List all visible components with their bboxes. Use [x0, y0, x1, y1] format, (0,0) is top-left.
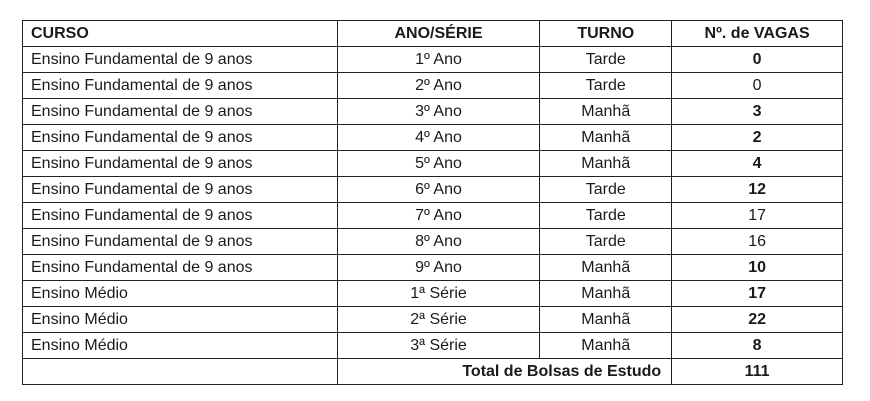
cell-curso: Ensino Fundamental de 9 anos [22, 176, 338, 203]
header-curso: CURSO [22, 20, 338, 47]
table-row: Ensino Fundamental de 9 anos 8º Ano Tarde 1… [22, 228, 843, 255]
cell-ano-serie: 2ª Série [336, 306, 541, 333]
cell-ano-serie: 5º Ano [336, 150, 541, 177]
cell-turno: Tarde [539, 228, 673, 255]
cell-turno: Tarde [539, 46, 673, 73]
cell-turno: Tarde [539, 176, 673, 203]
header-ano-serie: ANO/SÉRIE [336, 20, 541, 47]
header-row: CURSO ANO/SÉRIE TURNO Nº. de VAGAS [22, 20, 843, 47]
cell-turno: Manhã [539, 150, 673, 177]
table-row: Ensino Fundamental de 9 anos 4º Ano Manhã 2 [22, 124, 843, 151]
cell-curso: Ensino Médio [22, 306, 338, 333]
table-row: Ensino Fundamental de 9 anos 5º Ano Manhã 4 [22, 150, 843, 177]
cell-vagas: 0 [671, 72, 843, 99]
total-row: Total de Bolsas de Estudo 111 [22, 358, 843, 385]
cell-turno: Manhã [539, 98, 673, 125]
cell-curso: Ensino Fundamental de 9 anos [22, 46, 338, 73]
cell-vagas: 4 [671, 150, 843, 177]
cell-ano-serie: 8º Ano [336, 228, 541, 255]
cell-curso: Ensino Fundamental de 9 anos [22, 228, 338, 255]
cell-ano-serie: 4º Ano [336, 124, 541, 151]
cell-ano-serie: 2º Ano [336, 72, 541, 99]
cell-ano-serie: 7º Ano [336, 202, 541, 229]
cell-curso: Ensino Médio [22, 332, 338, 359]
cell-curso: Ensino Fundamental de 9 anos [22, 202, 338, 229]
cell-ano-serie: 3º Ano [336, 98, 541, 125]
cell-turno: Manhã [539, 332, 673, 359]
cell-curso: Ensino Fundamental de 9 anos [22, 72, 338, 99]
cell-ano-serie: 1º Ano [336, 46, 541, 73]
cell-curso: Ensino Fundamental de 9 anos [22, 124, 338, 151]
cell-ano-serie: 1ª Série [336, 280, 541, 307]
cell-curso: Ensino Fundamental de 9 anos [22, 254, 338, 281]
cell-turno: Manhã [539, 124, 673, 151]
cell-turno: Tarde [539, 202, 673, 229]
cell-vagas: 17 [671, 202, 843, 229]
cell-ano-serie: 9º Ano [336, 254, 541, 281]
cell-vagas: 0 [671, 46, 843, 73]
cell-turno: Manhã [539, 306, 673, 333]
table-row: Ensino Fundamental de 9 anos 2º Ano Tarde 0 [22, 72, 843, 99]
total-spacer [22, 358, 338, 385]
cell-vagas: 12 [671, 176, 843, 203]
cell-turno: Manhã [539, 280, 673, 307]
header-turno: TURNO [539, 20, 673, 47]
cell-ano-serie: 6º Ano [336, 176, 541, 203]
cell-vagas: 3 [671, 98, 843, 125]
header-vagas: Nº. de VAGAS [671, 20, 843, 47]
cell-curso: Ensino Fundamental de 9 anos [22, 150, 338, 177]
cell-ano-serie: 3ª Série [336, 332, 541, 359]
total-label: Total de Bolsas de Estudo [336, 358, 673, 385]
vacancies-table: CURSO ANO/SÉRIE TURNO Nº. de VAGAS Ensin… [22, 20, 843, 385]
cell-vagas: 22 [671, 306, 843, 333]
cell-curso: Ensino Médio [22, 280, 338, 307]
cell-curso: Ensino Fundamental de 9 anos [22, 98, 338, 125]
cell-vagas: 16 [671, 228, 843, 255]
cell-vagas: 10 [671, 254, 843, 281]
table-row: Ensino Fundamental de 9 anos 9º Ano Manhã 1… [22, 254, 843, 281]
cell-vagas: 8 [671, 332, 843, 359]
cell-vagas: 17 [671, 280, 843, 307]
table-row: Ensino Médio 3ª Série Manhã 8 [22, 332, 843, 359]
table-row: Ensino Fundamental de 9 anos 7º Ano Tarde 1… [22, 202, 843, 229]
total-value: 111 [671, 358, 843, 385]
cell-vagas: 2 [671, 124, 843, 151]
cell-turno: Manhã [539, 254, 673, 281]
table-row: Ensino Fundamental de 9 anos 1º Ano Tarde 0 [22, 46, 843, 73]
cell-turno: Tarde [539, 72, 673, 99]
table-row: Ensino Médio 2ª Série Manhã 22 [22, 306, 843, 333]
table-row: Ensino Fundamental de 9 anos 6º Ano Tarde 1… [22, 176, 843, 203]
table-row: Ensino Médio 1ª Série Manhã 17 [22, 280, 843, 307]
table-row: Ensino Fundamental de 9 anos 3º Ano Manhã 3 [22, 98, 843, 125]
